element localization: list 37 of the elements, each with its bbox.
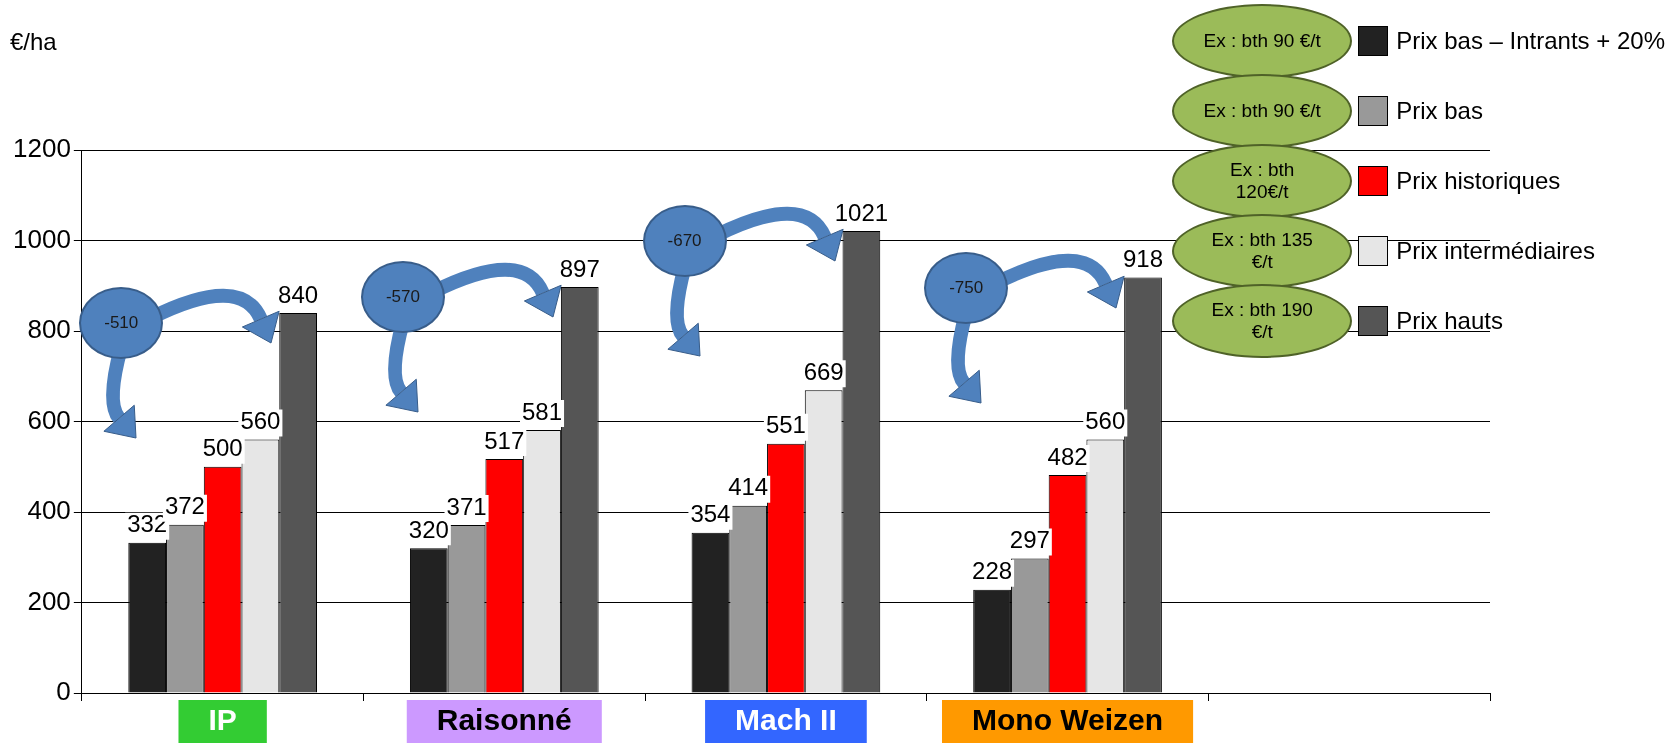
oval-callout: Ex : bth 90 €/t [1172, 4, 1353, 78]
data-label: 371 [446, 492, 487, 520]
data-label: 297 [1009, 526, 1050, 554]
y-tick-label: 400 [27, 495, 71, 526]
data-label: 517 [484, 426, 525, 454]
data-label: 354 [690, 500, 731, 528]
data-label: 560 [1085, 407, 1126, 435]
data-label: 897 [559, 254, 600, 282]
y-tick-label: 200 [27, 585, 71, 616]
data-label: 551 [765, 411, 806, 439]
legend-label: Prix hauts [1396, 307, 1503, 335]
y-tick-label: 0 [56, 676, 71, 707]
legend-label: Prix bas [1396, 97, 1483, 125]
data-label: 372 [164, 492, 205, 520]
x-tick-label: Raisonné [436, 703, 572, 737]
y-tick-label: 600 [27, 404, 71, 435]
oval-callout: Ex : bth 120€/t [1172, 144, 1353, 218]
oval-callout: Ex : bth 90 €/t [1172, 74, 1353, 148]
x-tick-label: Mono Weizen [972, 703, 1164, 737]
data-label: 320 [408, 515, 449, 543]
oval-callout: Ex : bth 190 €/t [1172, 284, 1353, 358]
x-tick-label: Mach II [735, 703, 837, 737]
oval-callout: Ex : bth 135 €/t [1172, 214, 1353, 288]
data-label: 840 [278, 280, 319, 308]
y-tick-label: 1200 [13, 133, 71, 164]
x-tick-label: IP [208, 703, 237, 737]
legend-label: Prix historiques [1396, 167, 1561, 195]
data-label: 1021 [834, 198, 889, 226]
data-label: 228 [972, 557, 1013, 585]
data-label: 482 [1047, 442, 1088, 470]
data-label: 414 [728, 473, 769, 501]
legend-label: Prix intermédiaires [1396, 237, 1595, 265]
y-tick-label: 800 [27, 314, 71, 345]
data-label: 918 [1123, 245, 1164, 273]
legend-label: Prix bas – Intrants + 20% [1396, 27, 1665, 55]
y-tick-label: 1000 [13, 223, 71, 254]
y-axis-title: €/ha [10, 28, 57, 56]
